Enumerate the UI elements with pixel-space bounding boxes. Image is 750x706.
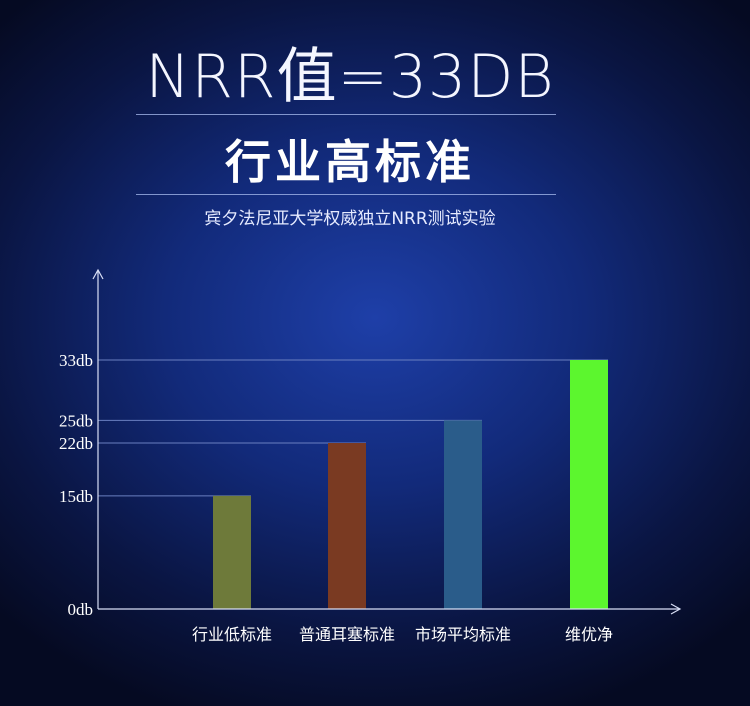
- bars: [213, 360, 608, 609]
- x-category-label: 行业低标准: [192, 625, 272, 644]
- x-category-label: 市场平均标准: [415, 625, 511, 644]
- axes: [92, 268, 682, 615]
- labels: 0db 15db 22db 25db 33db 行业低标准 普通耳塞标准 市场平均标准 维优净: [59, 351, 613, 644]
- title-divider-bottom: [136, 194, 556, 195]
- chart-subtitle: 行业高标准: [225, 135, 475, 189]
- x-axis-arrow: [670, 603, 682, 615]
- y-tick-label: 15db: [59, 487, 93, 506]
- bar: [444, 420, 482, 609]
- gridlines: [98, 359, 608, 497]
- bar: [570, 360, 608, 609]
- y-axis-arrow: [92, 268, 104, 280]
- title-divider-top: [136, 114, 556, 115]
- bar: [213, 495, 251, 609]
- y-tick-label: 0db: [68, 600, 94, 619]
- chart-title: NRR值=33DB: [145, 42, 555, 112]
- bar: [328, 443, 366, 609]
- source-note: 宾夕法尼亚大学权威独立NRR测试实验: [204, 209, 496, 229]
- y-tick-label: 25db: [59, 411, 93, 430]
- x-category-label: 维优净: [565, 625, 613, 644]
- x-category-label: 普通耳塞标准: [299, 625, 395, 644]
- y-tick-label: 33db: [59, 351, 93, 370]
- y-tick-label: 22db: [59, 434, 93, 453]
